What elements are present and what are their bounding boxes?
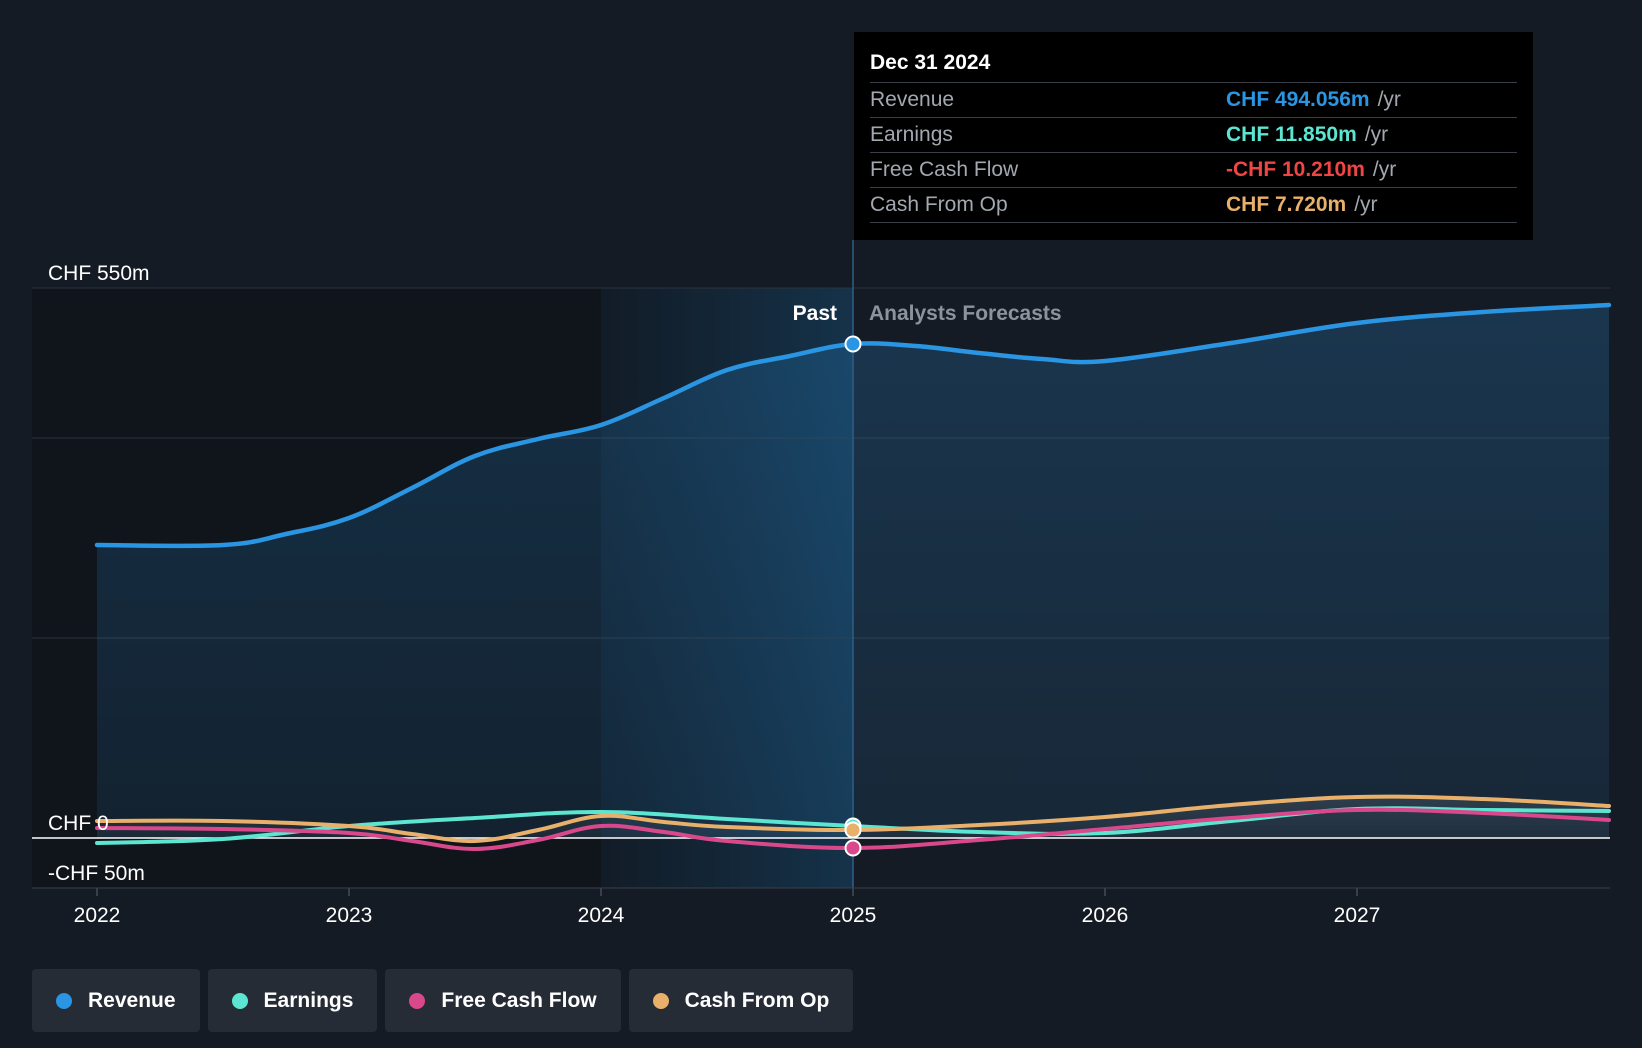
tooltip-label: Free Cash Flow <box>870 158 1019 181</box>
x-tick-label: 2022 <box>74 904 121 927</box>
tooltip-unit: /yr <box>1364 123 1389 146</box>
legend-label: Cash From Op <box>684 988 830 1012</box>
series-line-cash-from-op <box>95 794 1611 844</box>
tooltip-row-free-cash-flow: Free Cash Flow -CHF 10.210m /yr <box>870 153 1517 188</box>
legend-item-earnings[interactable]: Earnings <box>207 969 378 1032</box>
tooltip-unit: /yr <box>1377 88 1401 111</box>
tooltip-label: Cash From Op <box>870 193 1008 216</box>
x-tick-label: 2024 <box>578 904 625 927</box>
tooltip-row-revenue: Revenue CHF 494.056m /yr <box>870 83 1517 118</box>
y-tick-label: CHF 550m <box>48 262 150 285</box>
tooltip-row-earnings: Earnings CHF 11.850m /yr <box>870 118 1517 153</box>
tooltip-label: Revenue <box>870 88 955 111</box>
legend-label: Revenue <box>88 988 176 1012</box>
legend-item-cash-from-op[interactable]: Cash From Op <box>628 969 854 1032</box>
series-line-revenue <box>94 302 1612 549</box>
tooltip-value: CHF 494.056m <box>1226 88 1370 111</box>
legend-dot-icon <box>652 992 669 1009</box>
chart-legend: Revenue Earnings Free Cash Flow Cash Fro… <box>32 969 854 1032</box>
past-label: Past <box>793 302 837 325</box>
tooltip-unit: /yr <box>1372 158 1397 181</box>
tooltip-label: Earnings <box>870 123 953 146</box>
chart-tooltip: Dec 31 2024 Revenue CHF 494.056m /yr Ear… <box>854 32 1533 240</box>
legend-dot-icon <box>56 992 72 1009</box>
marker-revenue <box>844 335 862 353</box>
x-tick-label: 2026 <box>1082 904 1129 927</box>
cash-from-op-area <box>97 796 1609 842</box>
forecast-label: Analysts Forecasts <box>869 302 1062 325</box>
y-tick-label: -CHF 50m <box>48 862 145 885</box>
x-tick-label: 2023 <box>326 904 373 927</box>
marker-free-cash-flow <box>844 839 862 857</box>
legend-dot-icon <box>231 992 248 1009</box>
tooltip-row-cash-from-op: Cash From Op CHF 7.720m /yr <box>870 188 1517 223</box>
tooltip-unit: /yr <box>1354 193 1378 216</box>
tooltip-value: CHF 11.850m <box>1226 123 1357 146</box>
legend-label: Free Cash Flow <box>441 988 597 1012</box>
x-tick-label: 2027 <box>1334 904 1381 927</box>
marker-cash-from-op <box>844 821 862 839</box>
x-tick-label: 2025 <box>830 904 877 927</box>
legend-item-free-cash-flow[interactable]: Free Cash Flow <box>385 969 621 1032</box>
tooltip-date: Dec 31 2024 <box>870 44 1517 83</box>
legend-item-revenue[interactable]: Revenue <box>32 969 200 1032</box>
legend-dot-icon <box>409 992 426 1009</box>
tooltip-value: CHF 7.720m <box>1226 193 1347 216</box>
legend-label: Earnings <box>263 988 354 1012</box>
tooltip-value: -CHF 10.210m <box>1226 158 1365 181</box>
y-tick-label: CHF 0 <box>48 812 109 835</box>
series-line-free-cash-flow <box>95 807 1611 852</box>
